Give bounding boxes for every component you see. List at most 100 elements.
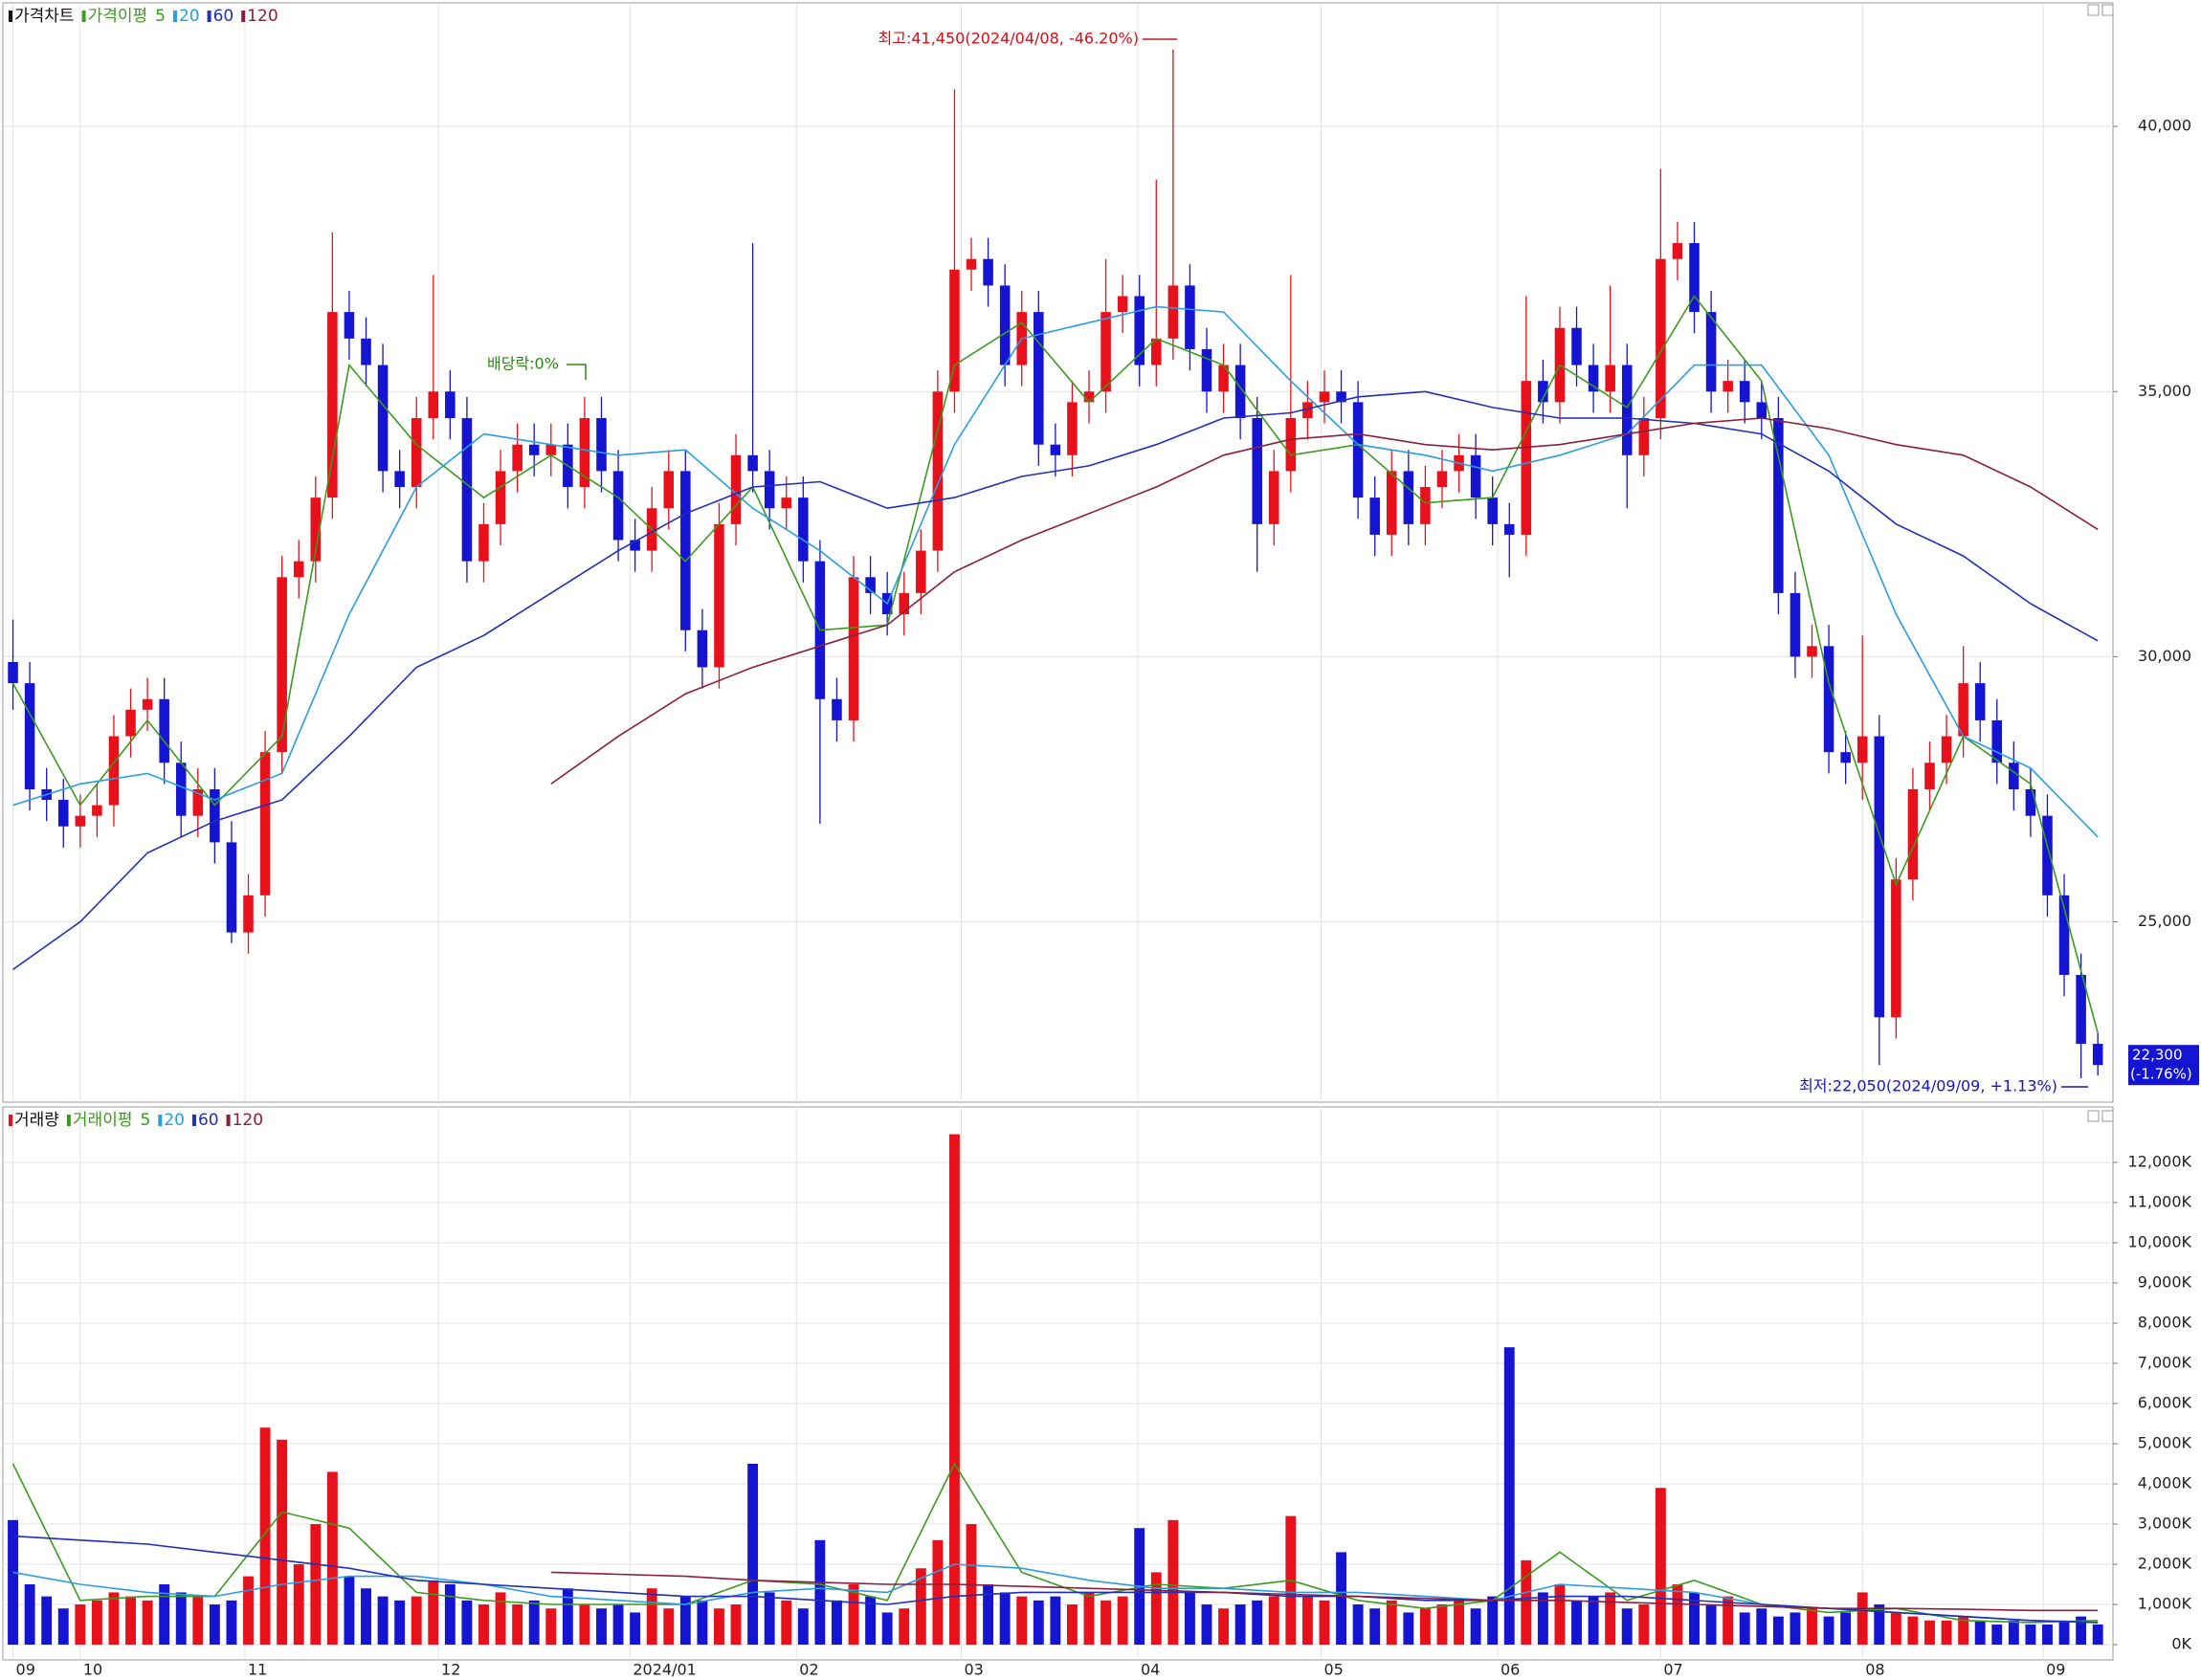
volume-bar	[75, 1604, 86, 1646]
candle-body	[142, 698, 153, 710]
candle-body	[2025, 788, 2036, 816]
last-price-label: 22,300	[2132, 1047, 2183, 1064]
legend-label: 120	[233, 1111, 263, 1130]
candle-body	[8, 661, 18, 684]
volume-bar	[1386, 1600, 1397, 1646]
maximize-button[interactable]	[2101, 4, 2114, 16]
volume-bar	[1319, 1600, 1330, 1646]
volume-bar	[528, 1600, 540, 1646]
volume-bar	[1033, 1600, 1044, 1646]
candle-body	[1403, 471, 1414, 524]
volume-bar	[394, 1600, 406, 1646]
candle-body	[747, 454, 758, 472]
y-tick-label: 2,000K	[2138, 1555, 2192, 1573]
x-tick-label: 09	[16, 1661, 35, 1679]
volume-bar	[1268, 1596, 1279, 1646]
candle-body	[1420, 487, 1431, 524]
volume-bar	[1790, 1612, 1801, 1646]
candle-body	[1874, 736, 1885, 1018]
volume-bar	[2058, 1620, 2070, 1646]
candle-body	[1790, 592, 1801, 657]
candle-body	[680, 471, 691, 630]
moving-average-line	[12, 1563, 2099, 1624]
candle-body	[1185, 285, 1195, 349]
candle-body	[1151, 338, 1162, 365]
candle-body	[596, 417, 607, 472]
candle-body	[1302, 402, 1313, 418]
candle-body	[1638, 417, 1650, 455]
volume-bar	[1369, 1608, 1381, 1646]
candle-body	[445, 391, 456, 418]
volume-bar	[1184, 1592, 1195, 1646]
x-tick-label: 05	[1323, 1661, 1343, 1679]
volume-bar	[999, 1592, 1011, 1646]
candle-body	[243, 895, 254, 933]
volume-bar	[596, 1608, 607, 1646]
volume-bar	[562, 1588, 573, 1646]
candle-body	[259, 752, 271, 895]
volume-bar	[646, 1588, 657, 1646]
volume-bar	[1301, 1596, 1313, 1646]
x-tick-label: 04	[1141, 1661, 1160, 1679]
volume-bar	[326, 1471, 338, 1646]
legend-marker	[158, 1115, 163, 1126]
volume-bar	[1252, 1600, 1263, 1646]
volume-bar	[781, 1600, 792, 1646]
volume-bar	[832, 1600, 842, 1646]
candle-body	[344, 312, 355, 339]
legend-marker	[66, 1115, 71, 1126]
candle-body	[579, 417, 590, 488]
candle-body	[361, 338, 371, 365]
annotations: 최고:41,450(2024/04/08, -46.20%) 배당락:0% 최저…	[487, 30, 2088, 1095]
dividend-annotation: 배당락:0%	[487, 355, 559, 373]
candle-body	[781, 497, 792, 509]
volume-bar	[1554, 1584, 1566, 1646]
volume-bar	[1924, 1620, 1935, 1646]
y-tick-label: 9,000K	[2138, 1272, 2192, 1291]
volume-bar	[243, 1576, 254, 1646]
candle-body	[1369, 497, 1380, 535]
volume-bar	[1571, 1600, 1582, 1646]
candle-body	[310, 497, 322, 562]
candle-body	[916, 550, 926, 593]
volume-bar	[881, 1612, 893, 1646]
candle-body	[1588, 365, 1599, 392]
candle-body	[1050, 444, 1061, 455]
candle-body	[764, 471, 775, 509]
candle-body	[1672, 243, 1683, 259]
y-tick-label: 8,000K	[2138, 1313, 2192, 1331]
moving-average-line	[550, 417, 2099, 785]
maximize-button[interactable]	[2101, 1110, 2114, 1122]
x-tick-label: 02	[799, 1661, 818, 1679]
candle-body	[478, 523, 489, 562]
candle-body	[2076, 974, 2086, 1045]
candle-body	[1807, 646, 1817, 657]
volume-bar	[1167, 1519, 1179, 1646]
candle-body	[192, 788, 204, 816]
last-price-box	[2128, 1045, 2199, 1086]
candle-body	[865, 577, 876, 593]
candle-body	[1941, 736, 1952, 763]
minimize-button[interactable]	[2087, 1110, 2100, 1122]
volume-bar	[663, 1608, 675, 1646]
x-tick-label: 08	[1865, 1661, 1884, 1679]
volume-bar	[1150, 1572, 1162, 1646]
legend-marker	[9, 11, 12, 22]
candle-body	[210, 788, 220, 843]
volume-bar	[1739, 1612, 1750, 1646]
volume-bar	[478, 1604, 489, 1646]
candle-body	[932, 391, 944, 551]
volume-bar	[932, 1539, 944, 1646]
volume-bar	[209, 1604, 220, 1646]
volume-bar	[948, 1134, 960, 1646]
volume-bar	[1470, 1608, 1481, 1646]
volume-bar	[1218, 1608, 1230, 1646]
volume-bar	[1823, 1616, 1834, 1646]
candle-body	[1352, 402, 1364, 498]
minimize-button[interactable]	[2087, 4, 2100, 16]
candle-body	[394, 471, 405, 488]
legend-label: 5	[140, 1111, 150, 1130]
candle-body	[1336, 391, 1346, 403]
candle-body	[949, 269, 960, 392]
